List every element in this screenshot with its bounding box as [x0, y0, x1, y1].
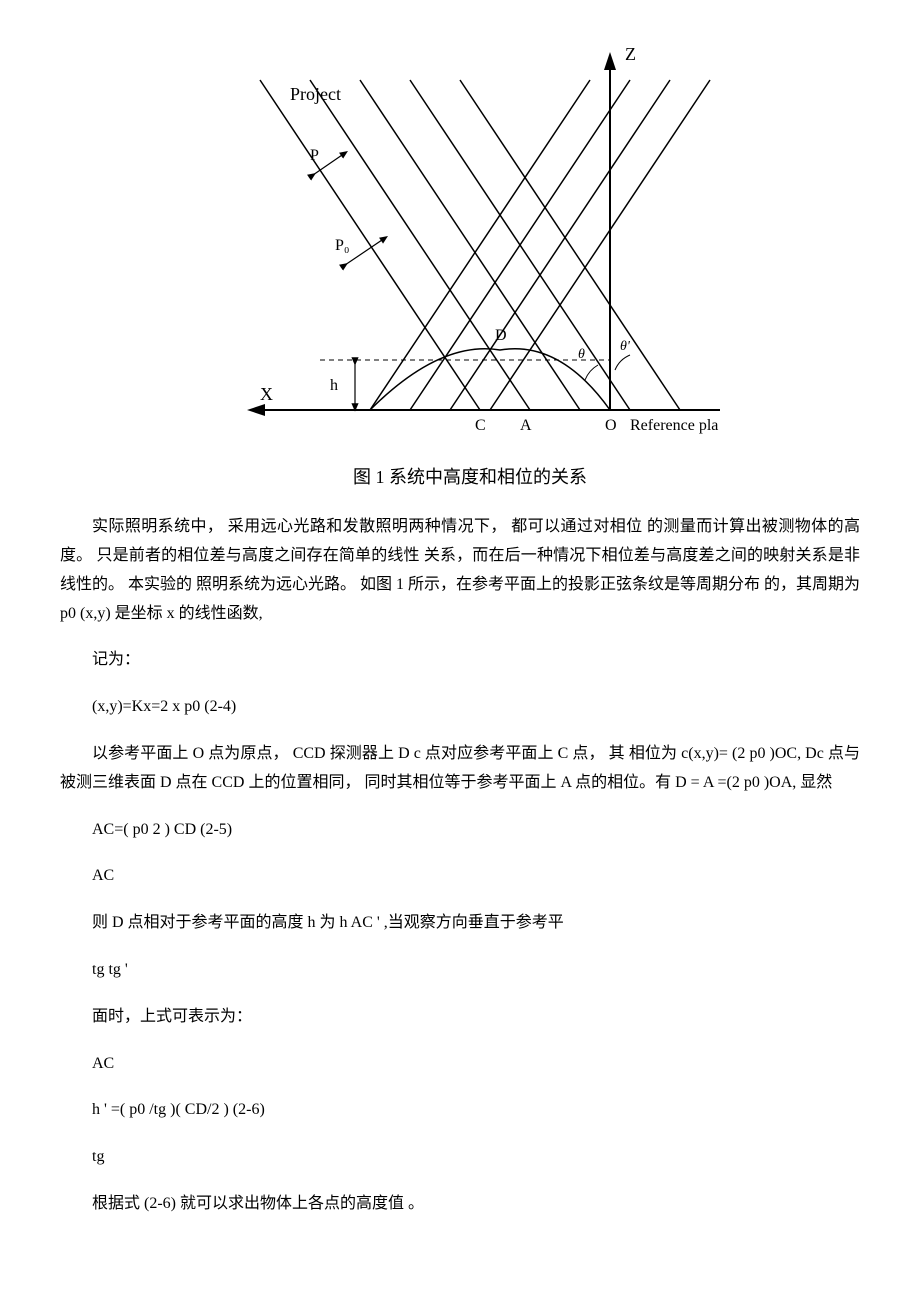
label-D: D [495, 327, 507, 344]
label-h: h [330, 377, 338, 394]
label-A: A [520, 417, 532, 434]
paragraph-7: 则 D 点相对于参考平面的高度 h 为 h AC ' ,当观察方向垂直于参考平 [60, 909, 860, 938]
paragraph-4: 以参考平面上 O 点为原点， CCD 探测器上 D c 点对应参考平面上 C 点… [60, 740, 860, 798]
label-O: O [605, 417, 617, 434]
label-theta: θ [578, 347, 585, 362]
label-P0: P₀ [335, 237, 349, 254]
paragraph-3: (x,y)=Kx=2 x p0 (2-4) [60, 693, 860, 722]
label-reference: Reference pla [630, 417, 718, 434]
label-P: P [310, 147, 319, 164]
figure-1: Z X Project P P₀ [60, 40, 860, 493]
paragraph-2: 记为： [60, 646, 860, 675]
label-C: C [475, 417, 486, 434]
paragraph-8: tg tg ' [60, 956, 860, 985]
figure-diagram: Z X Project P P₀ [180, 40, 740, 440]
paragraph-11: h ' =( p0 /tg )( CD/2 ) (2-6) [60, 1096, 860, 1125]
paragraph-10: AC [60, 1050, 860, 1079]
paragraph-6: AC [60, 862, 860, 891]
label-X: X [260, 384, 273, 404]
document-page: Z X Project P P₀ [0, 40, 920, 1219]
paragraph-12: tg [60, 1143, 860, 1172]
label-theta-prime: θ' [620, 339, 631, 354]
paragraph-5: AC=( p0 2 ) CD (2-5) [60, 816, 860, 845]
paragraph-13: 根据式 (2-6) 就可以求出物体上各点的高度值 。 [60, 1190, 860, 1219]
label-Z: Z [625, 44, 636, 64]
figure-caption: 图 1 系统中高度和相位的关系 [60, 461, 860, 493]
paragraph-9: 面时，上式可表示为： [60, 1003, 860, 1032]
label-project: Project [290, 84, 341, 104]
paragraph-1: 实际照明系统中， 采用远心光路和发散照明两种情况下， 都可以通过对相位 的测量而… [60, 513, 860, 628]
